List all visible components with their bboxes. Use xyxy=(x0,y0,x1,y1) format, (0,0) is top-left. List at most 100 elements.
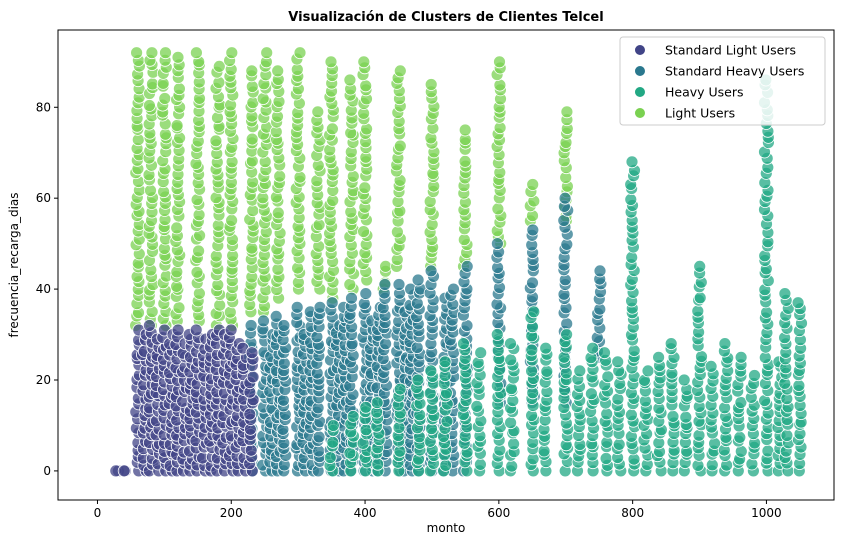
legend-label: Standard Heavy Users xyxy=(665,64,804,79)
data-point xyxy=(458,154,472,168)
series-heavy-users xyxy=(323,73,808,478)
data-point xyxy=(326,435,340,449)
data-point xyxy=(625,155,639,169)
data-point xyxy=(537,444,551,458)
data-point xyxy=(358,181,372,195)
data-point xyxy=(244,319,258,332)
data-point xyxy=(526,178,540,191)
data-point xyxy=(312,430,326,444)
data-point xyxy=(593,264,607,278)
data-point xyxy=(439,458,453,472)
data-point xyxy=(276,393,290,407)
data-point xyxy=(490,328,504,341)
data-point xyxy=(792,379,806,393)
data-point xyxy=(271,64,285,78)
data-point xyxy=(473,457,487,471)
data-point xyxy=(146,77,159,91)
data-point xyxy=(142,99,156,112)
data-point xyxy=(625,250,639,264)
data-point xyxy=(245,346,259,360)
data-point xyxy=(611,355,625,369)
data-point xyxy=(601,370,615,384)
data-point xyxy=(493,55,506,69)
data-point xyxy=(245,64,259,78)
data-point xyxy=(357,55,371,69)
data-point xyxy=(172,301,186,315)
legend-marker xyxy=(635,87,645,97)
x-tick-label: 200 xyxy=(220,506,243,520)
data-point xyxy=(704,359,718,373)
data-point xyxy=(652,350,665,364)
x-tick-label: 800 xyxy=(621,506,644,520)
data-point xyxy=(159,46,172,60)
data-point xyxy=(598,346,611,360)
data-point xyxy=(560,328,573,341)
data-point xyxy=(379,259,393,273)
data-point xyxy=(557,350,571,364)
legend-label: Light Users xyxy=(665,106,735,121)
x-tick-label: 0 xyxy=(94,506,102,520)
data-point xyxy=(527,305,541,319)
data-point xyxy=(158,92,172,105)
data-point xyxy=(130,46,144,60)
data-point xyxy=(664,337,678,351)
x-tick-label: 400 xyxy=(354,506,377,520)
data-point xyxy=(244,443,258,457)
data-point xyxy=(171,50,185,64)
data-point xyxy=(525,364,538,378)
data-point xyxy=(359,287,373,301)
data-point xyxy=(189,46,203,60)
data-point xyxy=(192,286,206,300)
y-tick-label: 20 xyxy=(36,373,51,387)
y-tick-label: 40 xyxy=(36,282,51,296)
data-point xyxy=(624,193,638,206)
data-point xyxy=(539,341,553,355)
data-point xyxy=(504,337,517,351)
data-point xyxy=(526,276,539,290)
x-tick-label: 600 xyxy=(487,506,510,520)
data-point xyxy=(447,282,460,296)
data-point xyxy=(457,233,471,247)
data-point xyxy=(190,265,204,279)
data-point xyxy=(440,414,454,428)
data-point xyxy=(526,223,540,237)
data-point xyxy=(457,337,470,351)
data-point xyxy=(458,123,472,137)
legend-label: Standard Light Users xyxy=(665,43,796,58)
data-point xyxy=(778,287,792,301)
data-point xyxy=(424,78,438,91)
data-point xyxy=(323,451,337,465)
data-point xyxy=(245,132,259,146)
y-tick-label: 80 xyxy=(36,100,51,114)
data-point xyxy=(490,237,504,251)
data-point xyxy=(504,416,518,430)
data-point xyxy=(271,206,285,220)
legend-box xyxy=(619,36,826,126)
x-tick-label: 1000 xyxy=(751,506,782,520)
data-point xyxy=(491,202,505,216)
data-point xyxy=(225,46,239,60)
data-point xyxy=(371,457,385,471)
data-point xyxy=(611,392,625,406)
data-point xyxy=(393,139,407,153)
data-point xyxy=(269,309,283,323)
data-point xyxy=(424,364,438,378)
data-point xyxy=(357,225,371,239)
data-point xyxy=(343,446,357,460)
data-point xyxy=(625,408,638,422)
data-point xyxy=(378,278,392,291)
data-point xyxy=(245,80,259,93)
data-point xyxy=(504,382,518,396)
data-point xyxy=(493,78,507,92)
data-point xyxy=(256,92,270,105)
data-point xyxy=(599,452,613,465)
data-point xyxy=(691,304,705,318)
data-point xyxy=(474,346,488,360)
data-point xyxy=(243,407,257,421)
data-point xyxy=(312,218,326,232)
data-point xyxy=(171,323,185,337)
data-point xyxy=(390,225,404,239)
data-point xyxy=(326,419,340,432)
chart-title: Visualización de Clusters de Clientes Te… xyxy=(288,10,603,25)
